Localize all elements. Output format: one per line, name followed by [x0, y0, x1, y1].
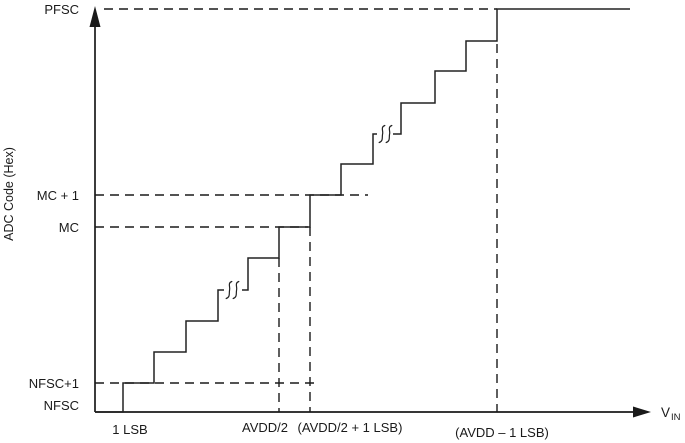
plot-shape-layer: [89, 6, 651, 418]
ytick-nfsc: NFSC: [44, 398, 79, 413]
xtick-1-lsb: 1 LSB: [112, 422, 147, 437]
x-axis-label-vin-subscript: IN: [671, 412, 681, 423]
xtick-avdd-minus-1: (AVDD – 1 LSB): [455, 425, 549, 440]
xtick-avdd-half-plus-1: (AVDD/2 + 1 LSB): [298, 420, 403, 435]
x-axis-label-vin: V: [661, 405, 670, 420]
axis-break-squiggle: [232, 280, 240, 300]
y-axis-title: ADC Code (Hex): [2, 147, 16, 241]
y-axis-arrow-icon: [89, 6, 101, 27]
ytick-mc: MC: [59, 220, 79, 235]
staircase-curve-segment: [242, 133, 377, 291]
ytick-pfsc: PFSC: [44, 2, 79, 17]
axis-break-squiggle: [378, 124, 386, 144]
staircase-curve-segment: [95, 289, 224, 413]
x-axis-arrow-icon: [633, 406, 651, 418]
xtick-avdd-half: AVDD/2: [242, 420, 288, 435]
axis-break-squiggle: [225, 280, 233, 300]
ytick-nfsc-plus-1: NFSC+1: [29, 376, 79, 391]
staircase-curve-segment: [393, 8, 630, 135]
ytick-mc-plus-1: MC + 1: [37, 188, 79, 203]
axis-break-squiggle: [385, 124, 393, 144]
